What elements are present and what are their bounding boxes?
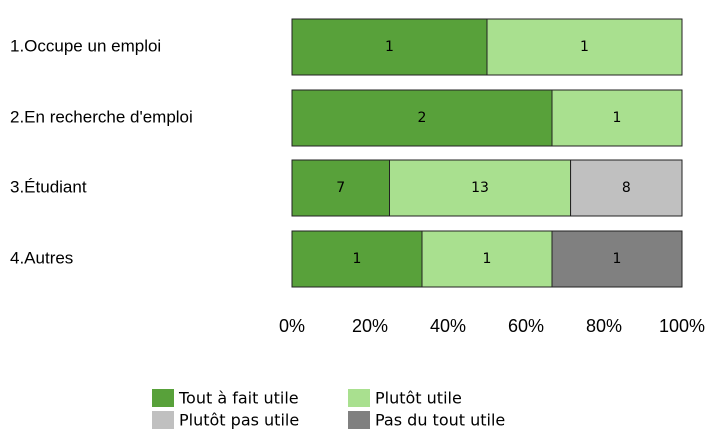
bar-segment (389, 159, 572, 217)
x-tick-label: 40% (430, 316, 466, 336)
value-label: 7 (336, 180, 345, 196)
x-tick-label: 80% (586, 316, 622, 336)
bar-segment (551, 89, 683, 147)
legend-swatch (348, 389, 370, 407)
bar-segment (291, 159, 390, 217)
category-label: 4.Autres (10, 248, 73, 267)
x-tick-label: 60% (508, 316, 544, 336)
category-label: 2.En recherche d'emploi (10, 107, 193, 126)
value-label: 1 (353, 251, 362, 267)
legend-swatch (348, 411, 370, 429)
category-label: 1.Occupe un emploi (10, 36, 161, 55)
value-label: 1 (613, 110, 622, 126)
legend-label: Tout à fait utile (178, 389, 299, 408)
x-tick-label: 20% (352, 316, 388, 336)
legend-label: Plutôt pas utile (179, 411, 299, 430)
x-tick-label: 100% (659, 316, 705, 336)
bar-segment (291, 89, 553, 147)
legend-swatch (152, 389, 174, 407)
bar-segment (570, 159, 683, 217)
value-label: 2 (418, 110, 427, 126)
legend-label: Pas du tout utile (375, 411, 505, 430)
category-label: 3.Étudiant (10, 177, 87, 196)
value-label: 13 (471, 180, 489, 196)
x-tick-label: 0% (279, 316, 305, 336)
bar-segment (486, 18, 683, 76)
legend-label: Plutôt utile (375, 389, 462, 408)
value-label: 1 (580, 39, 589, 55)
bar-segment (291, 230, 423, 288)
bar-segment (551, 230, 683, 288)
value-label: 1 (613, 251, 622, 267)
value-label: 1 (483, 251, 492, 267)
value-label: 1 (385, 39, 394, 55)
bar-segment (421, 230, 553, 288)
bar-segment (291, 18, 488, 76)
legend-swatch (152, 411, 174, 429)
value-label: 8 (622, 180, 631, 196)
